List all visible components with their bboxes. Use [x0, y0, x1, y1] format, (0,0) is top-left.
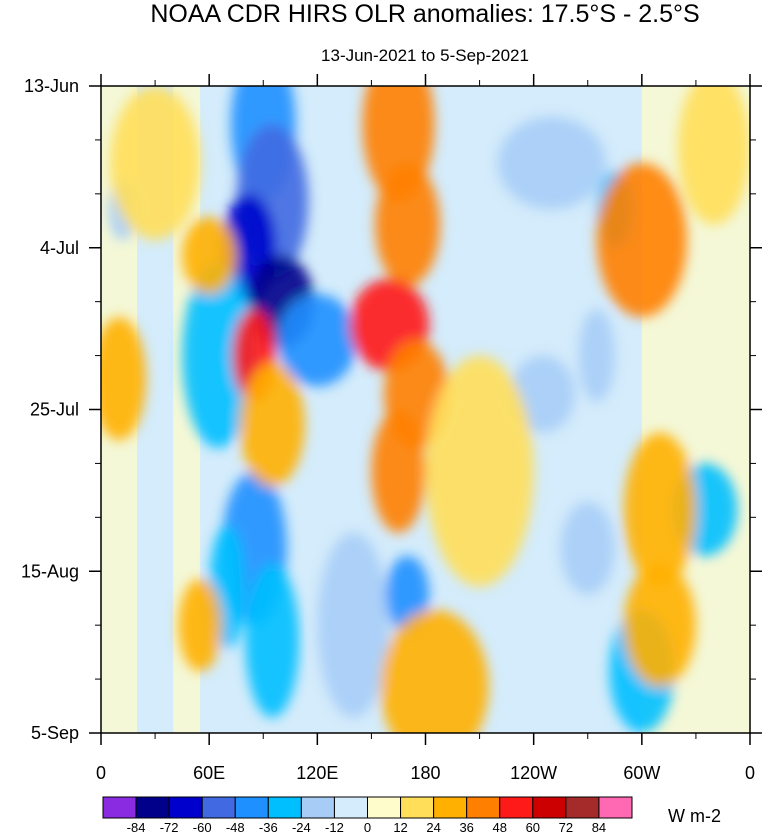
chart-subtitle: 13-Jun-2021 to 5-Sep-2021 [321, 46, 529, 65]
anomaly-feature [182, 216, 237, 294]
colorbar-swatch [234, 796, 269, 819]
colorbar-swatch [433, 796, 468, 819]
colorbar-swatch [466, 796, 501, 819]
anomaly-feature [101, 317, 147, 441]
x-tick-label: 120E [296, 763, 338, 783]
plot-area [101, 86, 750, 733]
colorbar-label: -12 [325, 820, 344, 835]
colorbar-label: 72 [559, 820, 573, 835]
y-tick-label: 25-Jul [30, 400, 79, 420]
colorbar-label: 0 [364, 820, 371, 835]
x-tick-label: 0 [96, 763, 106, 783]
anomaly-feature [375, 163, 440, 287]
anomaly-feature [110, 86, 201, 241]
colorbar-label: 48 [493, 820, 507, 835]
colorbar-label: 36 [459, 820, 473, 835]
colorbar-swatch [598, 796, 633, 819]
colorbar-swatch [300, 796, 335, 819]
x-tick-label: 60W [623, 763, 660, 783]
colorbar-swatch [201, 796, 236, 819]
colorbar-swatch [499, 796, 534, 819]
anomaly-feature [497, 116, 606, 210]
colorbar-label: 12 [393, 820, 407, 835]
anomaly-feature [560, 501, 615, 595]
anomaly-feature [380, 609, 489, 733]
anomaly-feature [623, 563, 696, 687]
x-tick-label: 180 [410, 763, 440, 783]
colorbar-swatch [565, 796, 600, 819]
anomaly-features [101, 86, 750, 733]
colorbar-label: -72 [160, 820, 179, 835]
colorbar-units: W m-2 [668, 806, 721, 826]
chart-title: NOAA CDR HIRS OLR anomalies: 17.5°S - 2.… [150, 0, 699, 28]
colorbar-swatch [102, 796, 137, 819]
colorbar-label: -60 [193, 820, 212, 835]
anomaly-feature [317, 532, 390, 718]
colorbar-swatch [532, 796, 567, 819]
anomaly-feature [425, 355, 534, 587]
y-axis: 13-Jun 4-Jul 25-Jul 15-Aug 5-Sep [21, 76, 762, 743]
colorbar-swatch [168, 796, 203, 819]
colorbar: -84 -72 -60 -48 -36 -24 -12 0 12 24 36 48 60 72 84 [102, 796, 633, 835]
y-tick-label: 13-Jun [24, 76, 79, 96]
y-tick-label: 4-Jul [40, 238, 79, 258]
x-tick-label: 60E [193, 763, 225, 783]
x-tick-label: 0 [745, 763, 755, 783]
colorbar-swatch [135, 796, 170, 819]
y-tick-label: 15-Aug [21, 561, 79, 581]
colorbar-label: -24 [292, 820, 311, 835]
anomaly-feature [596, 163, 687, 318]
x-tick-label: 120W [510, 763, 557, 783]
anomaly-feature [578, 309, 615, 402]
colorbar-swatch [400, 796, 435, 819]
x-axis: 0 60E 120E 180 120W 60W 0 [96, 74, 755, 783]
colorbar-label: 84 [592, 820, 606, 835]
colorbar-swatch [267, 796, 302, 819]
colorbar-label: -84 [127, 820, 146, 835]
colorbar-swatch [367, 796, 402, 819]
anomaly-feature [623, 432, 696, 587]
colorbar-swatch [333, 796, 368, 819]
anomaly-feature [182, 263, 255, 449]
anomaly-feature [178, 578, 222, 672]
colorbar-label: -36 [259, 820, 278, 835]
anomaly-feature [245, 563, 300, 718]
anomaly-feature [239, 363, 305, 487]
colorbar-label: 60 [526, 820, 540, 835]
anomaly-feature [277, 293, 357, 387]
y-tick-label: 5-Sep [31, 723, 79, 743]
anomaly-feature [371, 409, 426, 533]
anomaly-feature [677, 86, 750, 225]
anomaly-feature [510, 355, 576, 433]
colorbar-label: 24 [426, 820, 440, 835]
colorbar-label: -48 [226, 820, 245, 835]
